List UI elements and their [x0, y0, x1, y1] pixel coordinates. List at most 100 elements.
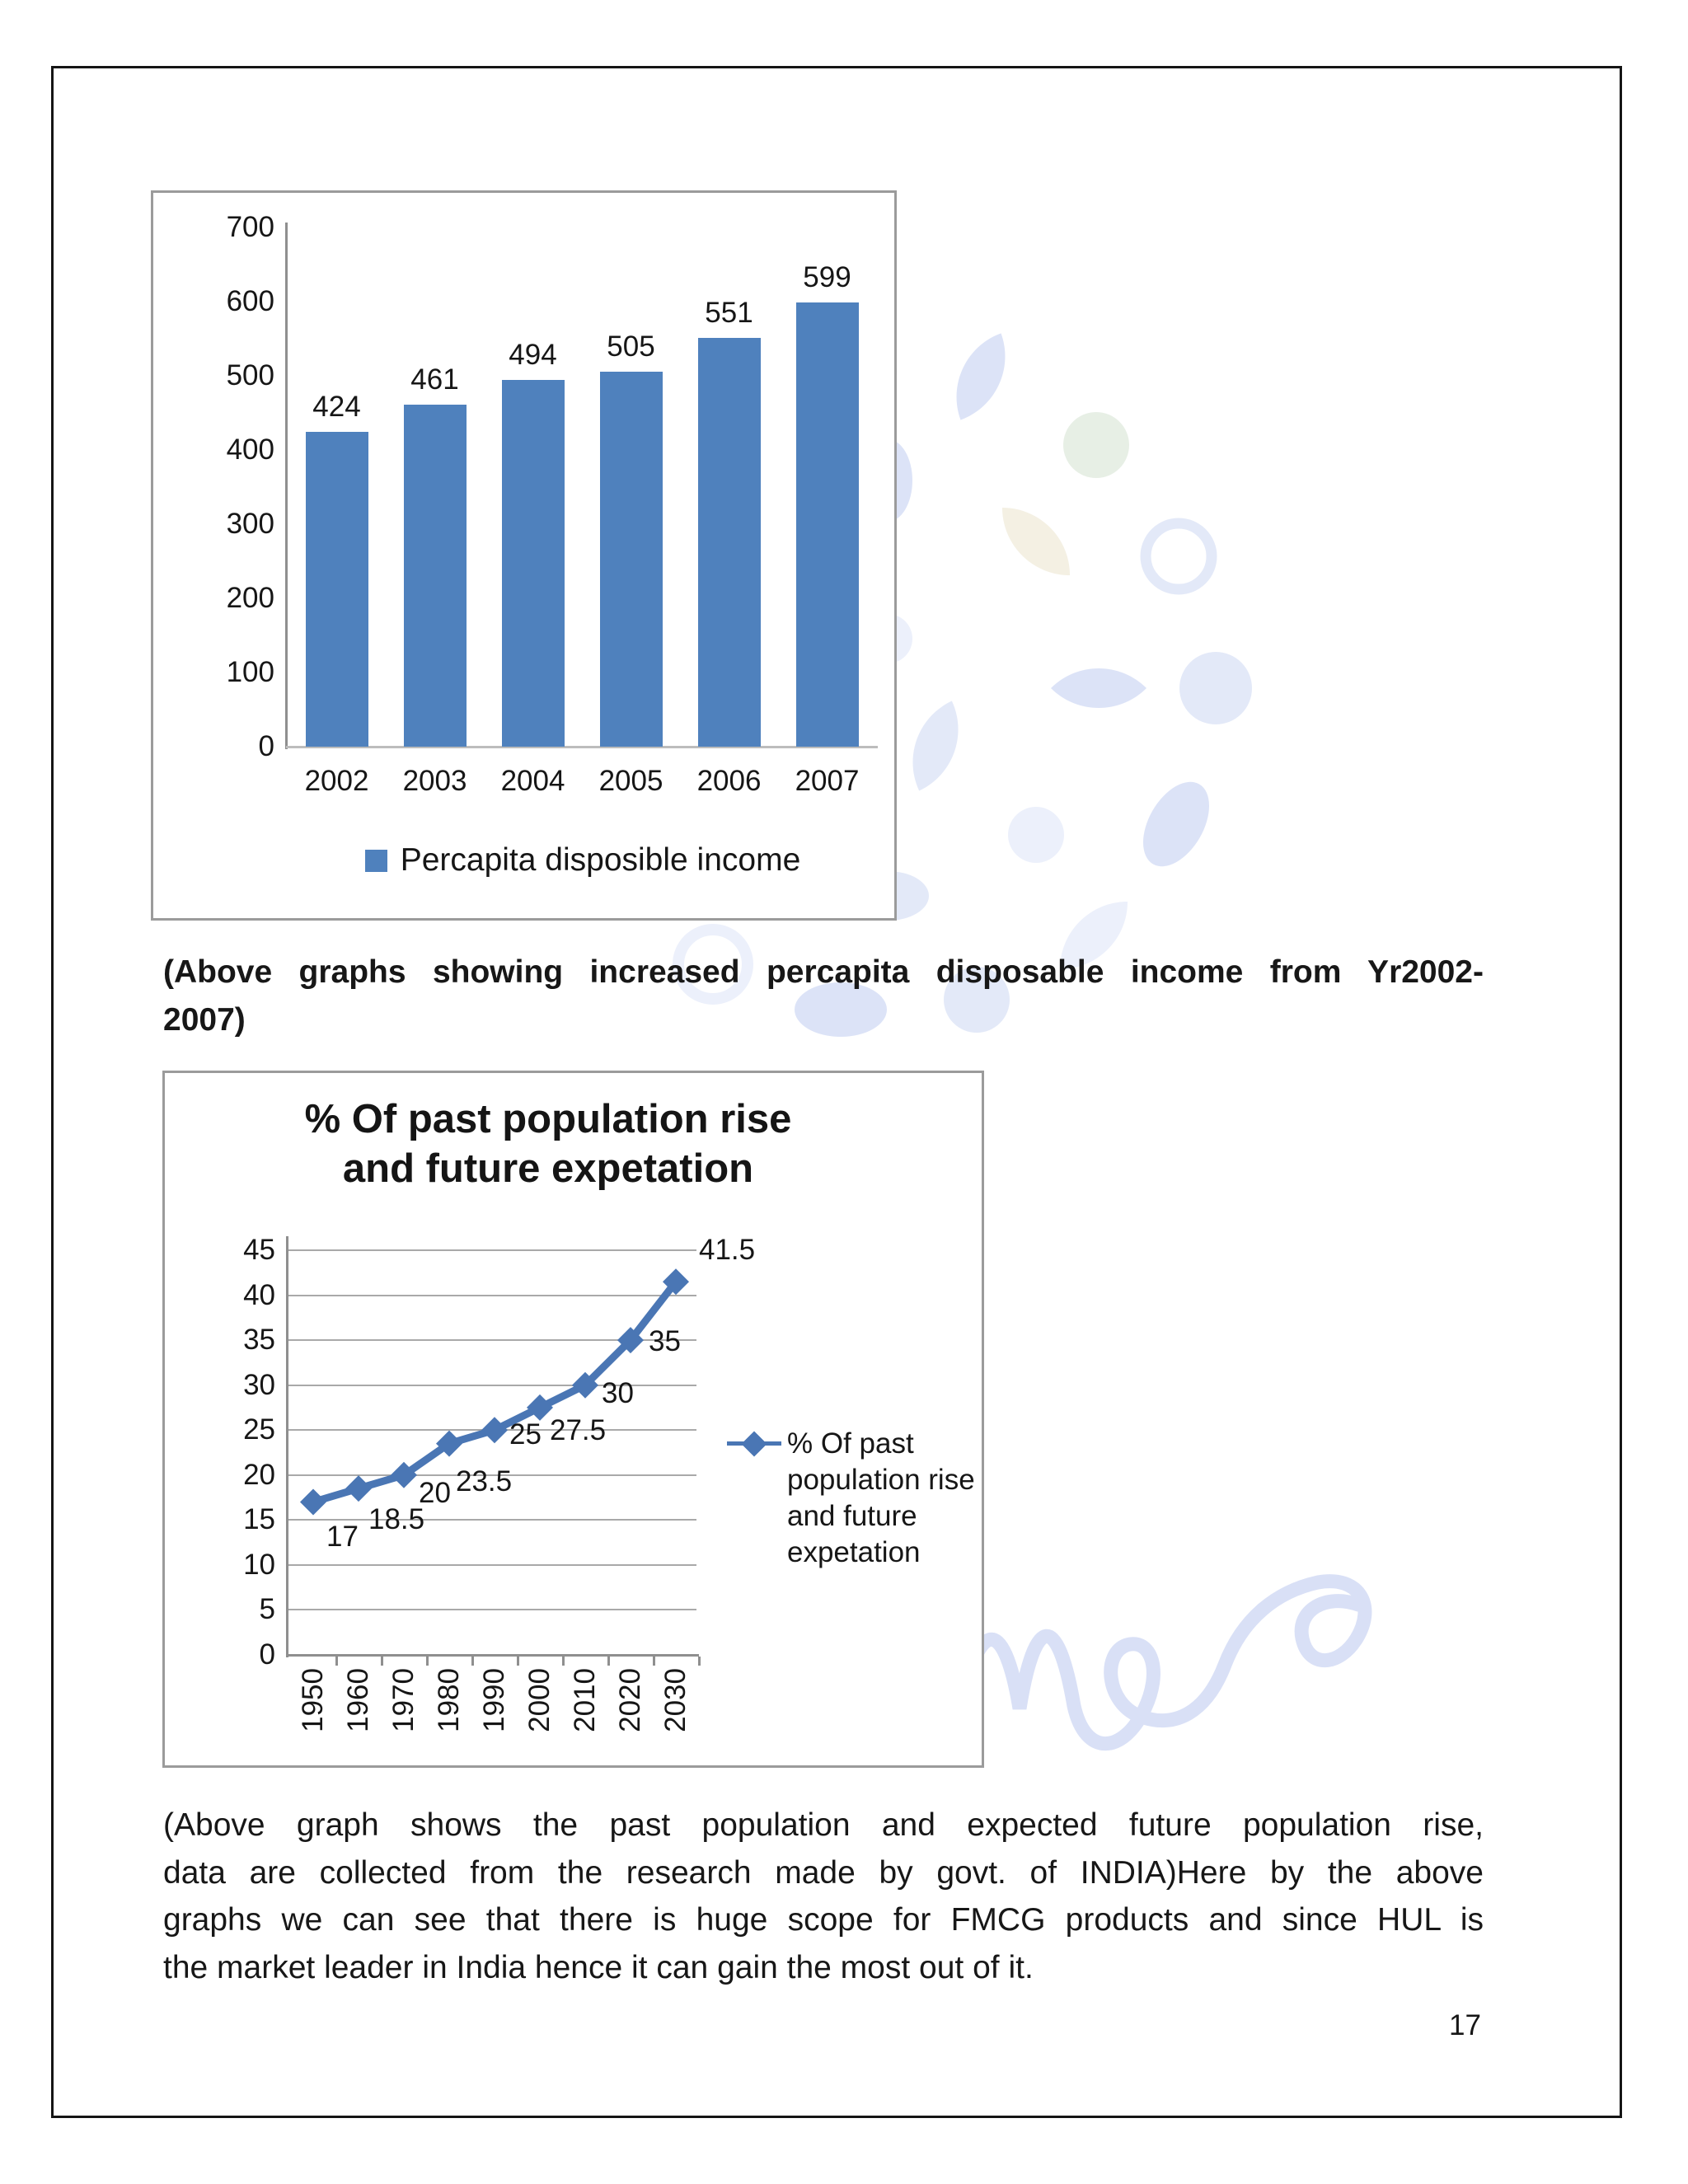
- gridline: [288, 1564, 696, 1566]
- watermark-signature-icon: [949, 1574, 1372, 1750]
- y-axis-tick-label: 400: [226, 434, 274, 466]
- legend-label-line: population rise: [787, 1464, 975, 1496]
- data-label: 25: [509, 1418, 542, 1451]
- chart-title-line: and future expetation: [342, 1146, 754, 1191]
- caption-line: (Above graph shows the past population a…: [163, 1807, 1484, 1843]
- x-axis-tick: [698, 1657, 701, 1666]
- x-axis-category-label: 2007: [795, 765, 860, 797]
- y-axis-tick-label: 35: [243, 1324, 275, 1356]
- data-label: 41.5: [699, 1234, 756, 1266]
- x-axis-tick: [653, 1657, 655, 1666]
- chart-title: % Of past population rise and future expe…: [202, 1094, 894, 1193]
- y-axis-tick-label: 25: [243, 1413, 275, 1446]
- gridline: [288, 1339, 696, 1341]
- data-label: 27.5: [550, 1414, 607, 1446]
- x-axis-category-label: 2005: [598, 765, 663, 797]
- y-axis-tick-label: 10: [243, 1549, 275, 1581]
- legend-label-line: and future: [787, 1500, 917, 1532]
- y-axis-tick-label: 600: [226, 285, 274, 317]
- caption-line: (Above graphs showing increased percapit…: [163, 954, 1484, 990]
- gridline: [288, 1519, 696, 1521]
- legend: Percapita disposible income: [288, 842, 878, 879]
- page-border: [51, 66, 1622, 2118]
- x-axis-line: [286, 1654, 699, 1657]
- x-axis-category-label: 2003: [402, 765, 467, 797]
- x-axis-category-label: 2006: [696, 765, 762, 797]
- gridline: [288, 1295, 696, 1296]
- data-label: 30: [602, 1377, 634, 1409]
- x-axis-category-label: 1980: [433, 1668, 465, 1732]
- caption-income: (Above graphs showing increased percapit…: [163, 949, 1484, 1043]
- chart-title-line: % Of past population rise: [304, 1097, 792, 1141]
- y-axis-line: [286, 1236, 288, 1657]
- y-axis-tick-label: 700: [226, 211, 274, 243]
- bar-value-label: 599: [803, 261, 851, 293]
- y-axis-line: [285, 223, 288, 749]
- data-label: 17: [326, 1521, 359, 1553]
- page-number: 17: [1449, 2009, 1481, 2041]
- line-series: [300, 1268, 689, 1516]
- x-axis-category-label: 1990: [478, 1668, 510, 1732]
- legend-marker-icon: [364, 849, 387, 872]
- x-axis-tick: [607, 1657, 610, 1666]
- y-axis-tick-label: 200: [226, 582, 274, 614]
- x-axis-category-label: 2010: [569, 1668, 601, 1732]
- y-axis-tick-label: 15: [243, 1503, 275, 1535]
- bar-2002: [306, 432, 368, 747]
- y-axis-tick-label: 20: [243, 1459, 275, 1491]
- caption-line: 2007): [163, 1001, 246, 1038]
- x-axis-category-label: 2030: [659, 1668, 692, 1732]
- caption-line: data are collected from the research mad…: [163, 1854, 1484, 1891]
- caption-population: (Above graph shows the past population a…: [163, 1802, 1484, 1991]
- y-axis-tick-label: 45: [243, 1234, 275, 1266]
- gridline: [288, 1474, 696, 1476]
- y-axis-tick-label: 5: [259, 1593, 275, 1625]
- bar-2007: [796, 302, 859, 747]
- x-axis-tick: [381, 1657, 383, 1666]
- caption-line: the market leader in India hence it can …: [163, 1949, 1034, 1985]
- y-axis-tick-label: 500: [226, 359, 274, 391]
- line-chart-population: % Of past population rise and future expe…: [162, 1071, 984, 1768]
- x-axis-tick: [517, 1657, 519, 1666]
- y-axis-tick-label: 40: [243, 1279, 275, 1311]
- y-axis-tick-label: 0: [259, 1638, 275, 1671]
- bar-2004: [502, 380, 565, 747]
- x-axis-category-label: 2002: [304, 765, 369, 797]
- x-axis-category-label: 2020: [614, 1668, 646, 1732]
- bar-value-label: 505: [607, 330, 655, 363]
- gridline: [288, 1609, 696, 1610]
- bar-chart-percapita-income: 0 100 200 300 400 500 600 700 424 2002 461 2003 494 2…: [151, 190, 897, 921]
- legend-label-line: expetation: [787, 1536, 921, 1568]
- legend-label: Percapita disposible income: [400, 842, 801, 878]
- bar-value-label: 551: [705, 297, 753, 329]
- y-axis-tick-label: 300: [226, 508, 274, 540]
- bar-2006: [698, 338, 761, 747]
- data-label: 35: [649, 1325, 681, 1357]
- bar-2005: [600, 372, 663, 747]
- x-axis-category-label: 1970: [387, 1668, 420, 1732]
- bar-value-label: 494: [509, 339, 557, 371]
- y-axis-tick-label: 30: [243, 1369, 275, 1401]
- data-label: 18.5: [368, 1503, 425, 1535]
- y-axis-tick-label: 0: [258, 730, 274, 762]
- bar-2003: [404, 405, 467, 747]
- gridline: [288, 1385, 696, 1386]
- x-axis-tick: [562, 1657, 565, 1666]
- x-axis-category-label: 2004: [500, 765, 565, 797]
- x-axis-category-label: 2000: [523, 1668, 556, 1732]
- x-axis-line: [286, 746, 878, 748]
- x-axis-tick: [471, 1657, 474, 1666]
- x-axis-category-label: 1950: [297, 1668, 329, 1732]
- x-axis-category-label: 1960: [342, 1668, 374, 1732]
- bar-value-label: 424: [312, 391, 361, 423]
- x-axis-tick: [335, 1657, 338, 1666]
- caption-line: graphs we can see that there is huge sco…: [163, 1902, 1484, 1938]
- data-label: 23.5: [456, 1465, 513, 1497]
- legend-label-line: % Of past: [787, 1427, 914, 1460]
- legend-label: % Of past population rise and future expeta…: [787, 1426, 993, 1571]
- gridline: [288, 1249, 696, 1251]
- data-label: 20: [419, 1477, 451, 1509]
- x-axis-tick: [426, 1657, 429, 1666]
- y-axis-tick-label: 100: [226, 656, 274, 688]
